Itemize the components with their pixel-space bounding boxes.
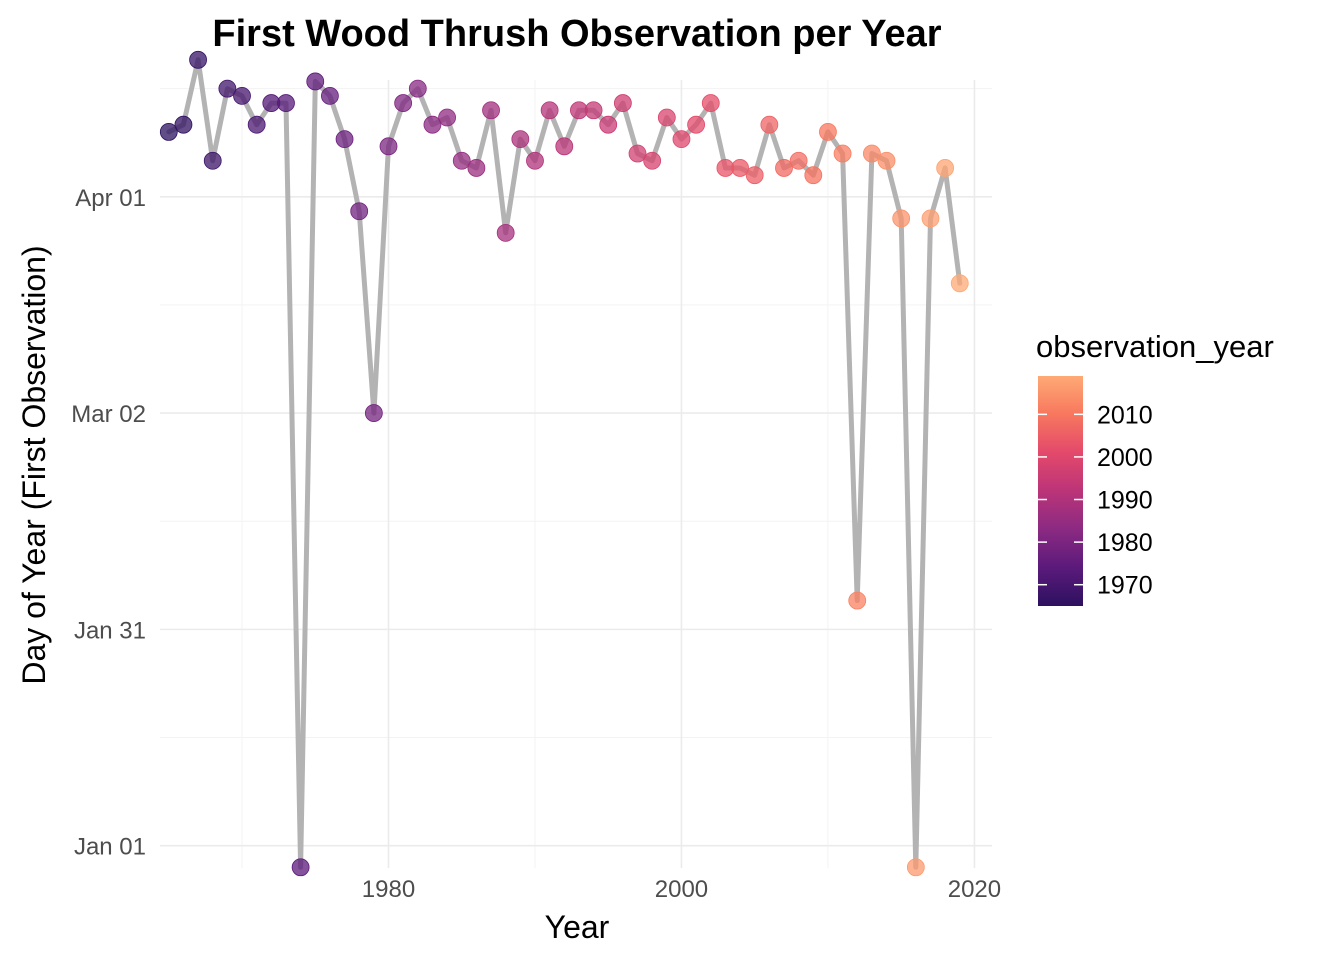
data-point	[467, 159, 486, 177]
x-tick-label: 2020	[948, 876, 1001, 903]
data-point	[848, 591, 867, 610]
data-point	[233, 86, 251, 105]
chart-title: First Wood Thrush Observation per Year	[212, 13, 941, 55]
data-point	[203, 151, 222, 170]
data-point	[277, 94, 295, 112]
legend-colorbar	[1038, 376, 1083, 606]
data-point	[218, 79, 237, 98]
data-point	[438, 108, 456, 127]
data-point	[350, 202, 369, 221]
data-point	[936, 159, 955, 177]
data-point	[452, 151, 471, 170]
data-point	[379, 137, 398, 156]
y-tick-label: Apr 01	[75, 185, 146, 212]
legend-tick-label: 2010	[1097, 401, 1153, 429]
y-tick-label: Mar 02	[71, 401, 146, 428]
data-point	[496, 223, 515, 242]
data-point	[613, 94, 632, 112]
data-point	[877, 151, 896, 170]
data-point	[247, 115, 266, 134]
data-point	[628, 144, 647, 163]
data-point	[862, 144, 881, 163]
data-point	[526, 151, 544, 170]
data-points	[159, 50, 969, 877]
legend-tick-label: 1990	[1097, 487, 1153, 515]
data-point	[408, 79, 427, 98]
data-point	[306, 72, 325, 91]
data-point	[321, 86, 339, 105]
data-point	[482, 101, 500, 120]
data-point	[189, 50, 207, 69]
color-legend: observation_year 1970 1980 1990 2000 2010	[1036, 329, 1274, 606]
grid	[160, 80, 992, 868]
legend-tick-label: 2000	[1097, 444, 1153, 472]
y-axis-title: Day of Year (First Observation)	[16, 245, 52, 684]
legend-tick-label: 1970	[1097, 572, 1153, 600]
y-tick-label: Jan 01	[74, 834, 146, 861]
data-point	[804, 166, 823, 185]
data-point	[511, 130, 530, 149]
legend-ticks: 1970 1980 1990 2000 2010	[1038, 401, 1153, 600]
trend-line	[166, 57, 963, 870]
legend-tick-label: 1980	[1097, 529, 1153, 557]
data-point	[584, 101, 603, 120]
data-point	[599, 115, 618, 134]
data-point	[833, 144, 852, 163]
data-point	[687, 115, 706, 134]
data-point	[745, 166, 764, 185]
x-tick-label: 2000	[655, 876, 708, 903]
data-point	[731, 159, 749, 177]
data-point	[701, 94, 720, 112]
data-point	[789, 151, 808, 170]
series-line	[166, 57, 963, 870]
data-point	[950, 274, 969, 293]
data-point	[555, 137, 574, 156]
data-point	[643, 151, 662, 170]
data-point	[174, 115, 193, 134]
data-point	[775, 159, 793, 177]
y-axis-ticks: Jan 01 Jan 31 Mar 02 Apr 01	[71, 185, 146, 861]
legend-title: observation_year	[1036, 329, 1274, 364]
data-point	[335, 130, 354, 149]
data-point	[672, 130, 691, 149]
data-point	[423, 115, 442, 134]
x-axis-title: Year	[545, 909, 610, 945]
data-point	[159, 123, 178, 141]
data-point	[760, 115, 779, 134]
data-point	[819, 123, 837, 141]
data-point	[921, 209, 940, 228]
data-point	[364, 404, 383, 422]
data-point	[540, 101, 559, 120]
data-point	[657, 108, 676, 127]
data-point	[394, 94, 413, 112]
data-point	[906, 858, 925, 877]
y-tick-label: Jan 31	[74, 617, 146, 644]
x-tick-label: 1980	[362, 876, 415, 903]
data-point	[291, 858, 310, 877]
x-axis-ticks: 1980 2000 2020	[362, 876, 1001, 903]
data-point	[892, 209, 911, 228]
